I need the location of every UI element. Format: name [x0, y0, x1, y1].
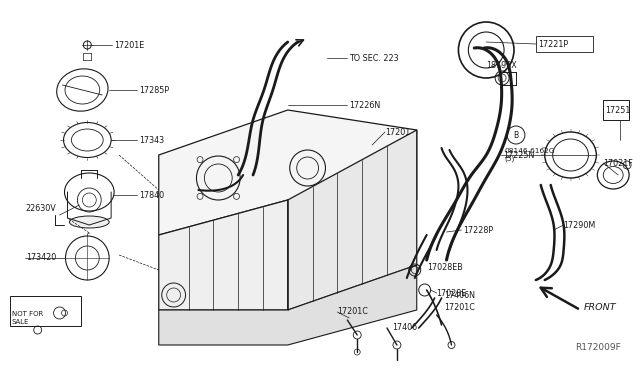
- Polygon shape: [288, 130, 417, 310]
- Polygon shape: [159, 110, 417, 235]
- Text: 18793X: 18793X: [486, 61, 517, 70]
- Text: 17225N: 17225N: [503, 151, 534, 160]
- Text: 17201E: 17201E: [114, 41, 145, 49]
- Polygon shape: [159, 265, 417, 345]
- Polygon shape: [159, 200, 288, 310]
- Ellipse shape: [70, 216, 109, 228]
- Text: R172009F: R172009F: [575, 343, 621, 352]
- Text: 08146-6162G
(5): 08146-6162G (5): [504, 148, 555, 161]
- Text: 17285P: 17285P: [139, 86, 169, 94]
- Bar: [604, 100, 629, 120]
- Text: 17028EB: 17028EB: [427, 263, 463, 272]
- Bar: [10, 296, 81, 326]
- Text: 17251: 17251: [605, 106, 630, 115]
- Text: 17201C: 17201C: [337, 308, 368, 317]
- Text: 17343: 17343: [139, 135, 164, 144]
- Bar: [536, 36, 593, 52]
- Text: 17028E: 17028E: [436, 289, 467, 298]
- Text: NOT FOR
SALE: NOT FOR SALE: [12, 311, 43, 324]
- Text: 17290M: 17290M: [564, 221, 596, 230]
- Text: 173420: 173420: [26, 253, 56, 263]
- Text: 17228P: 17228P: [463, 225, 493, 234]
- Text: 22630V: 22630V: [26, 203, 56, 212]
- Text: 17201: 17201: [385, 128, 410, 137]
- Text: 17406: 17406: [392, 324, 417, 333]
- Text: 17226N: 17226N: [349, 100, 381, 109]
- Text: 17406N: 17406N: [445, 291, 476, 299]
- Text: FRONT: FRONT: [584, 302, 616, 311]
- Text: 17201C: 17201C: [445, 304, 476, 312]
- Text: 17840: 17840: [139, 190, 164, 199]
- Text: 17021F: 17021F: [604, 158, 633, 167]
- Text: B: B: [513, 131, 518, 140]
- Text: 17221P: 17221P: [538, 39, 568, 48]
- Text: TO SEC. 223: TO SEC. 223: [349, 54, 399, 62]
